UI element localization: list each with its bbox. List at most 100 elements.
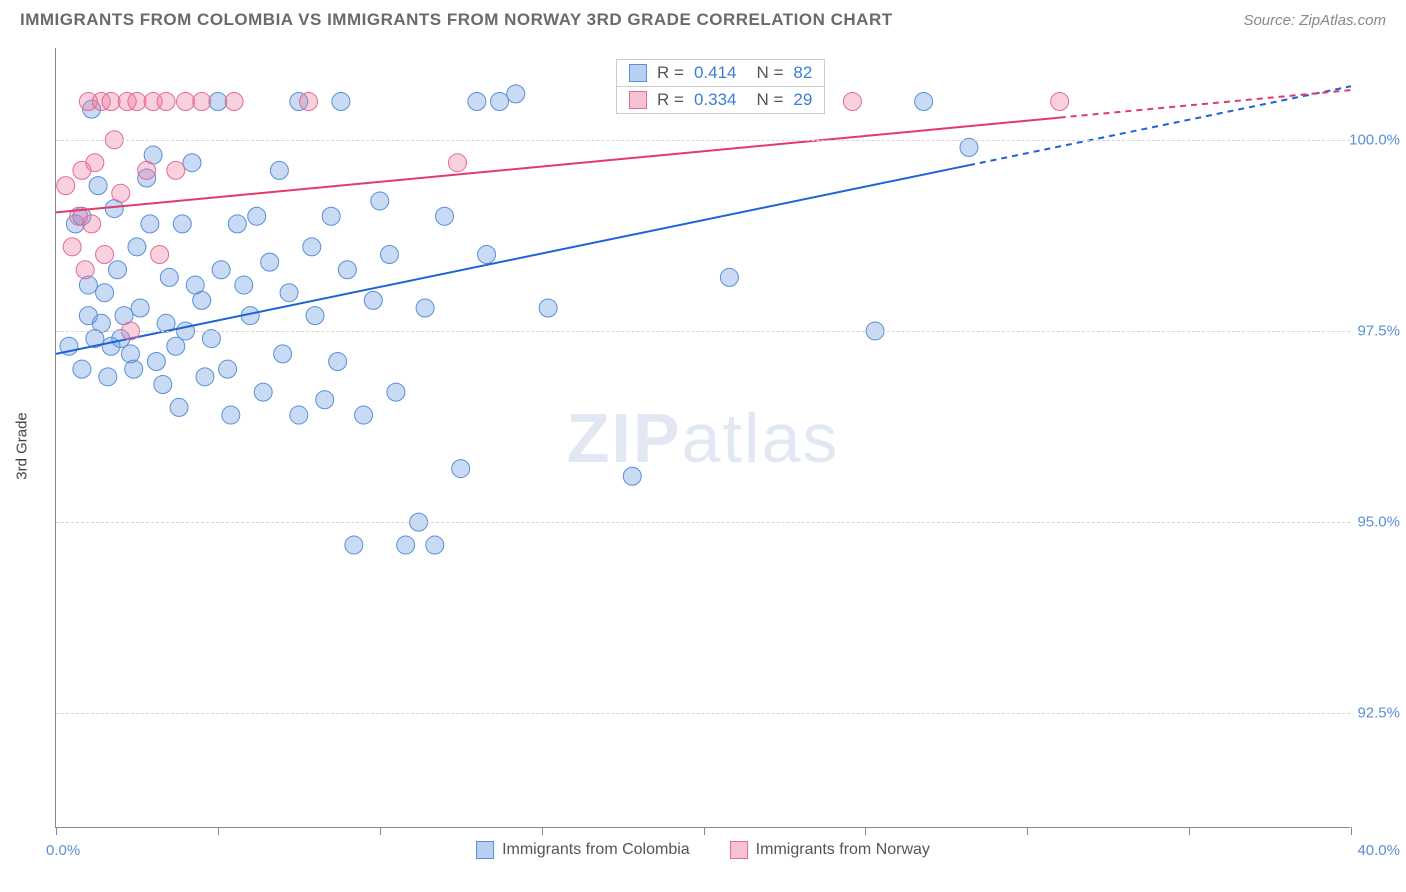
data-point (138, 161, 156, 179)
data-point (173, 215, 191, 233)
data-point (121, 345, 139, 363)
data-point (73, 360, 91, 378)
data-point (364, 291, 382, 309)
data-point (86, 154, 104, 172)
legend: Immigrants from Colombia Immigrants from … (476, 841, 930, 859)
data-point (167, 161, 185, 179)
stats-row: R = 0.414 N = 82 (616, 59, 825, 87)
stat-n-value: 82 (793, 63, 812, 83)
legend-swatch (730, 841, 748, 859)
data-point (183, 154, 201, 172)
data-point (270, 161, 288, 179)
data-point (147, 353, 165, 371)
data-point (468, 93, 486, 111)
data-point (303, 238, 321, 256)
data-point (274, 345, 292, 363)
data-point (332, 93, 350, 111)
data-point (83, 215, 101, 233)
x-tick (1027, 827, 1028, 835)
data-point (196, 368, 214, 386)
legend-label: Immigrants from Norway (756, 841, 930, 859)
title-bar: IMMIGRANTS FROM COLOMBIA VS IMMIGRANTS F… (0, 0, 1406, 34)
stat-r-label: R = (657, 90, 684, 110)
data-point (448, 154, 466, 172)
data-point (960, 138, 978, 156)
data-point (478, 245, 496, 263)
x-max-label: 40.0% (1357, 842, 1400, 859)
stat-n-label: N = (756, 63, 783, 83)
data-point (345, 536, 363, 554)
x-tick (56, 827, 57, 835)
data-point (316, 391, 334, 409)
data-point (843, 93, 861, 111)
data-point (57, 177, 75, 195)
data-point (109, 261, 127, 279)
trend-line (56, 165, 969, 354)
data-point (300, 93, 318, 111)
gridline (56, 713, 1350, 714)
data-point (112, 184, 130, 202)
data-point (387, 383, 405, 401)
plot-area: ZIPatlas 100.0%97.5%95.0%92.5%0.0%40.0%R… (55, 48, 1350, 828)
x-tick (380, 827, 381, 835)
x-tick (704, 827, 705, 835)
gridline (56, 331, 1350, 332)
data-point (539, 299, 557, 317)
x-tick (218, 827, 219, 835)
x-tick (865, 827, 866, 835)
stat-r-value: 0.334 (694, 90, 737, 110)
trend-line-dashed (1060, 90, 1351, 118)
data-point (491, 93, 509, 111)
stat-n-label: N = (756, 90, 783, 110)
data-point (222, 406, 240, 424)
x-tick (1189, 827, 1190, 835)
data-point (151, 245, 169, 263)
data-point (154, 375, 172, 393)
chart-title: IMMIGRANTS FROM COLOMBIA VS IMMIGRANTS F… (20, 10, 893, 30)
legend-item: Immigrants from Norway (730, 841, 930, 859)
data-point (436, 207, 454, 225)
legend-swatch (476, 841, 494, 859)
data-point (261, 253, 279, 271)
stats-box: R =0.414N =82R =0.334N =29 (616, 60, 825, 114)
data-point (623, 467, 641, 485)
data-point (228, 215, 246, 233)
legend-label: Immigrants from Colombia (502, 841, 690, 859)
data-point (89, 177, 107, 195)
data-point (426, 536, 444, 554)
data-point (79, 276, 97, 294)
data-point (212, 261, 230, 279)
data-point (915, 93, 933, 111)
data-point (254, 383, 272, 401)
data-point (1051, 93, 1069, 111)
data-point (290, 406, 308, 424)
x-min-label: 0.0% (46, 842, 80, 859)
data-point (720, 268, 738, 286)
data-point (452, 460, 470, 478)
source-label: Source: ZipAtlas.com (1243, 12, 1386, 29)
stat-r-value: 0.414 (694, 63, 737, 83)
gridline (56, 522, 1350, 523)
data-point (416, 299, 434, 317)
stat-r-label: R = (657, 63, 684, 83)
data-point (248, 207, 266, 225)
data-point (102, 93, 120, 111)
data-point (128, 93, 146, 111)
trend-line (56, 118, 1060, 213)
data-point (338, 261, 356, 279)
data-point (235, 276, 253, 294)
data-point (280, 284, 298, 302)
x-tick (542, 827, 543, 835)
scatter-svg (56, 48, 1350, 827)
data-point (193, 93, 211, 111)
data-point (92, 314, 110, 332)
data-point (96, 245, 114, 263)
data-point (329, 353, 347, 371)
data-point (507, 85, 525, 103)
data-point (128, 238, 146, 256)
data-point (380, 245, 398, 263)
data-point (96, 284, 114, 302)
data-point (160, 268, 178, 286)
data-point (225, 93, 243, 111)
data-point (202, 330, 220, 348)
